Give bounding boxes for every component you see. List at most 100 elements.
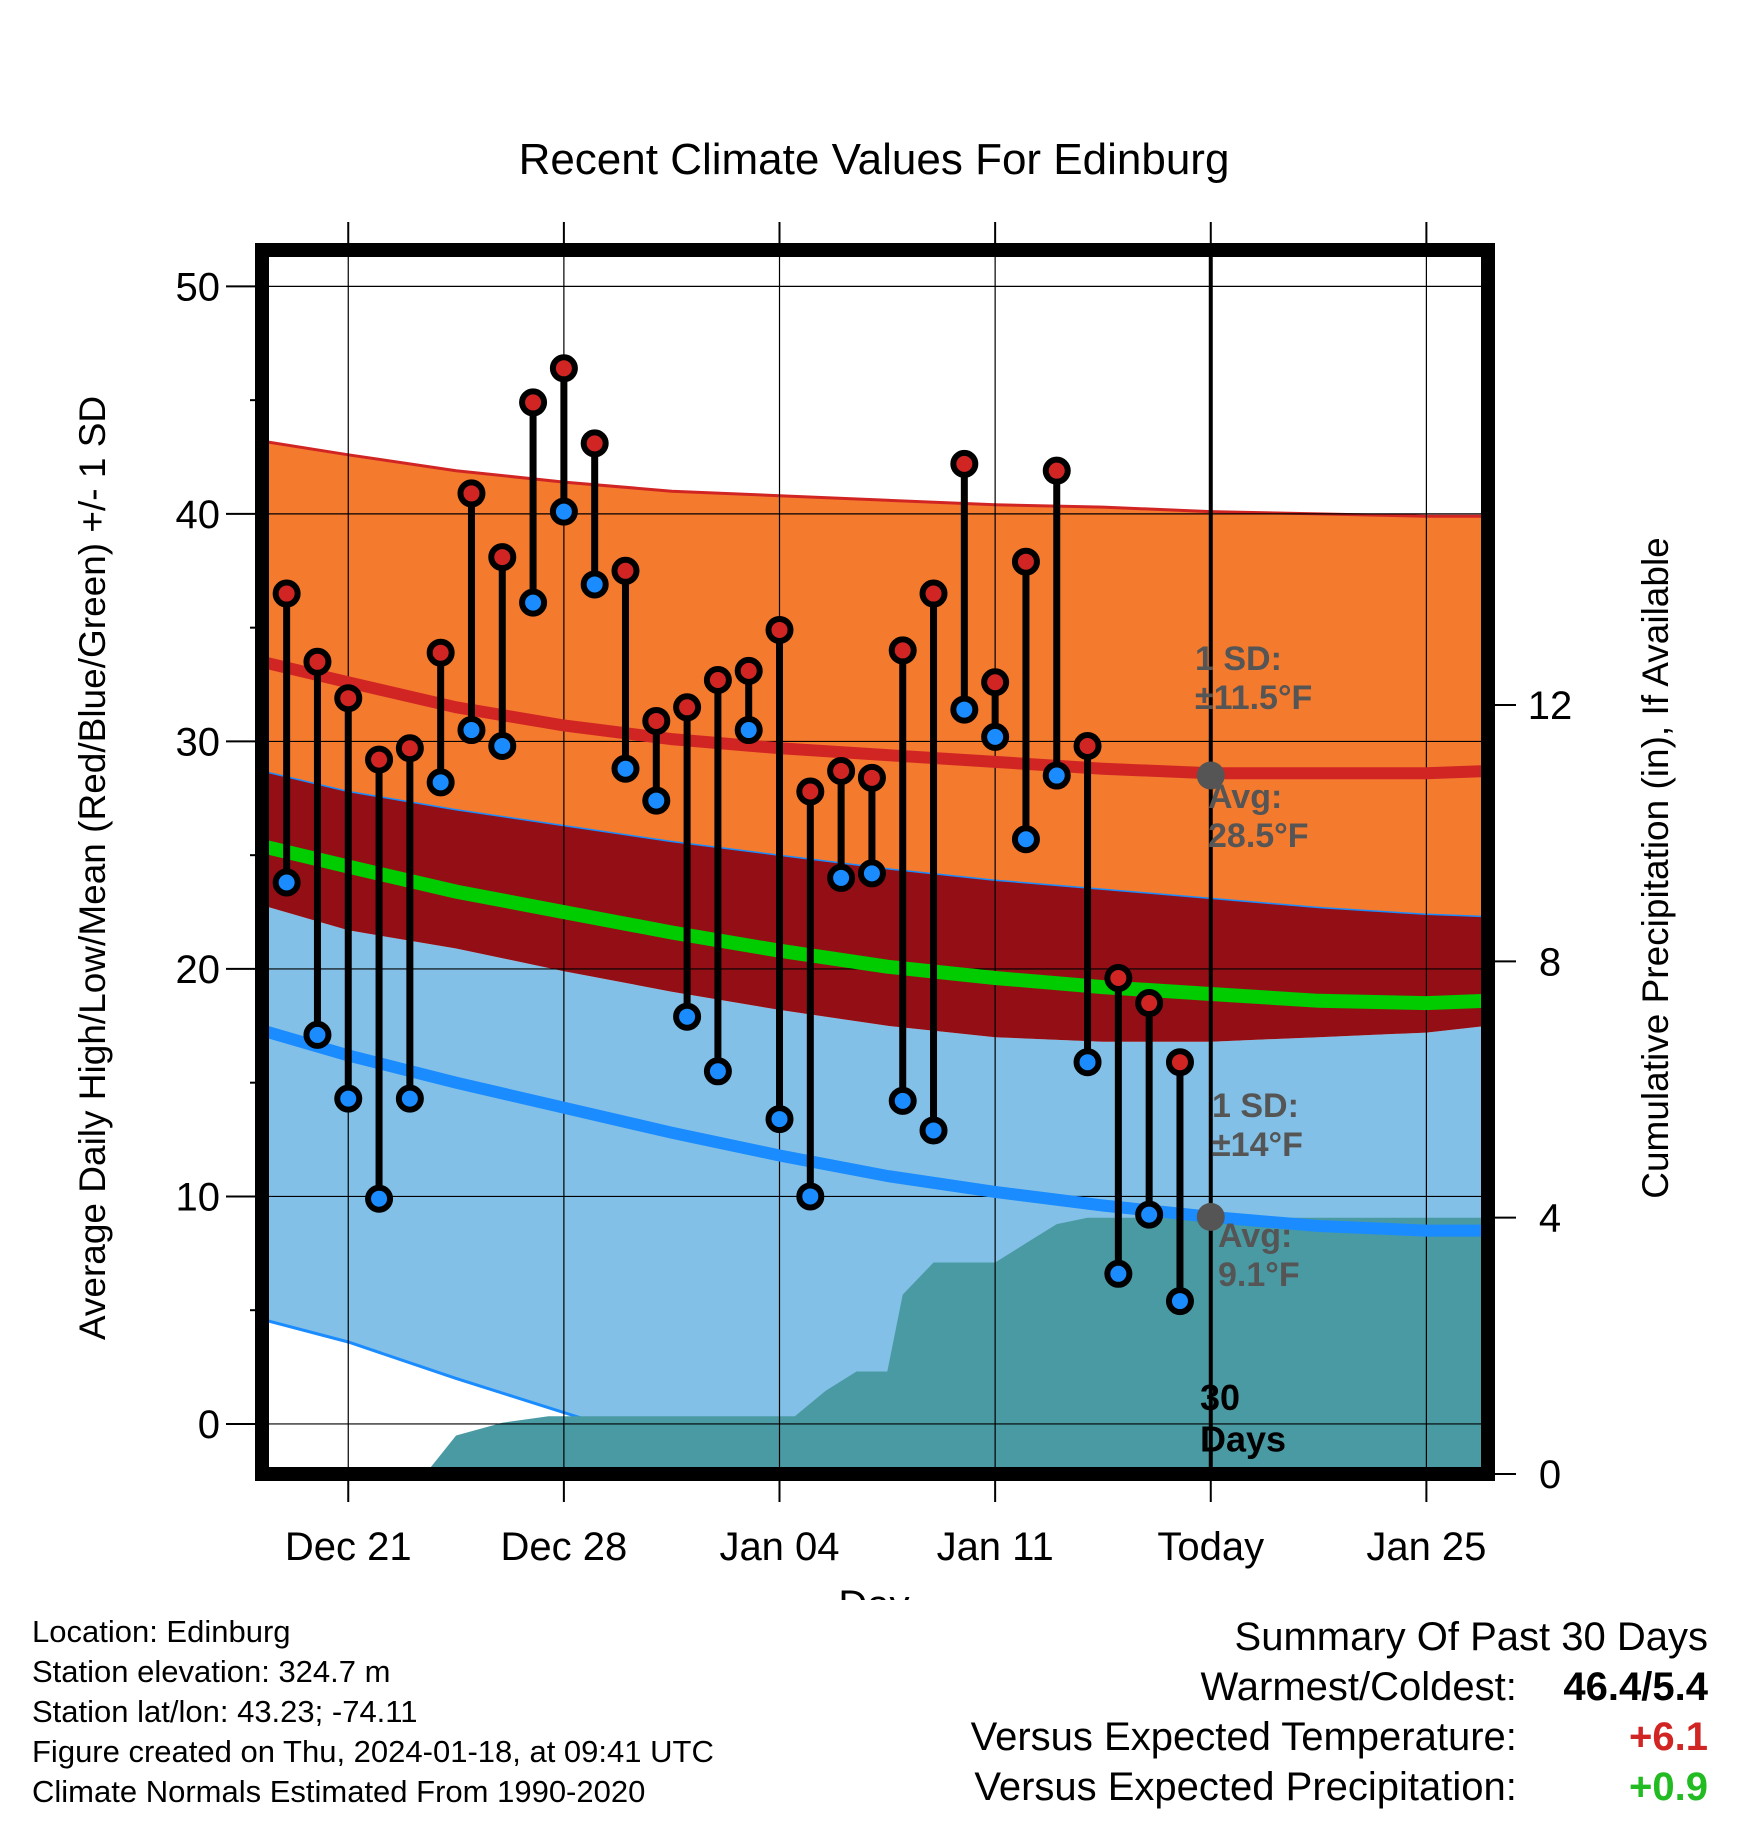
x-tick-label: Jan 25: [1366, 1525, 1486, 1569]
low-marker: [950, 695, 979, 724]
low-marker: [703, 1057, 732, 1086]
high-marker: [488, 543, 517, 572]
high-marker: [365, 745, 394, 774]
x-tick-label: Dec 21: [285, 1525, 412, 1569]
y2-tick-label: 0: [1539, 1453, 1561, 1497]
high-marker: [857, 763, 886, 792]
high-marker: [703, 665, 732, 694]
high-avg-label-line: Avg:: [1208, 778, 1282, 816]
high-marker: [580, 429, 609, 458]
x-axis-label: Day: [838, 1583, 909, 1600]
high-marker: [796, 777, 825, 806]
low-marker: [580, 570, 609, 599]
high-sd-label-line: ±11.5°F: [1195, 679, 1312, 717]
high-sd-label-line: 1 SD:: [1195, 640, 1282, 678]
summary-heading: Summary Of Past 30 Days: [1234, 1615, 1708, 1659]
info-elevation: Station elevation: 324.7 m: [32, 1654, 391, 1689]
climate-chart: Recent Climate Values For Edinburg 1 SD:…: [72, 135, 1676, 1600]
low-marker: [1042, 761, 1071, 790]
low-marker: [272, 868, 301, 897]
y-tick-label: 10: [176, 1175, 221, 1219]
plot-frame: [255, 243, 1495, 1481]
plot-interior: [262, 250, 1488, 1474]
y2-tick-label: 4: [1539, 1197, 1561, 1241]
y-tick-label: 40: [176, 493, 221, 537]
high-marker: [827, 756, 856, 785]
high-marker: [611, 556, 640, 585]
low-marker: [395, 1084, 424, 1113]
low-sd-label-line: 1 SD:: [1212, 1087, 1299, 1125]
precipitation-area: [425, 1217, 1488, 1474]
high-marker: [549, 354, 578, 383]
high-marker: [1011, 547, 1040, 576]
summary-warmest-coldest: Warmest/Coldest: 46.4/5.4: [971, 1662, 1709, 1712]
low-lower-line: [262, 1317, 1488, 1474]
mean-line: [262, 839, 1488, 1011]
high-marker: [888, 636, 917, 665]
y2-tick-label: 12: [1528, 684, 1573, 728]
window-label-line: Days: [1200, 1418, 1286, 1459]
info-location: Location: Edinburg: [32, 1614, 291, 1649]
today-low-avg-dot: [1196, 1202, 1225, 1231]
high-marker: [919, 579, 948, 608]
low-marker: [334, 1084, 363, 1113]
warmest-coldest-value: 46.4/5.4: [1563, 1665, 1708, 1709]
low-marker: [673, 1002, 702, 1031]
x-tick-label: Dec 28: [501, 1525, 628, 1569]
precip-anomaly-value: +0.9: [1629, 1765, 1708, 1809]
info-latlon: Station lat/lon: 43.23; -74.11: [32, 1694, 418, 1729]
station-info: Location: Edinburg Station elevation: 32…: [32, 1612, 714, 1812]
y-axis-label: Average Daily High/Low/Mean (Red/Blue/Gr…: [72, 396, 113, 1340]
low-marker: [919, 1116, 948, 1145]
precip-anomaly-label: Versus Expected Precipitation:: [974, 1765, 1517, 1809]
low-marker: [488, 731, 517, 760]
low-marker: [1135, 1200, 1164, 1229]
low-marker: [1165, 1287, 1194, 1316]
high-sd-band: [262, 441, 1488, 917]
high-marker: [303, 647, 332, 676]
low-marker: [457, 716, 486, 745]
high-marker: [734, 656, 763, 685]
x-tick-label: Jan 04: [719, 1525, 839, 1569]
low-marker: [857, 859, 886, 888]
overlap-band: [262, 771, 1488, 1042]
low-marker: [1011, 825, 1040, 854]
high-marker: [642, 706, 671, 735]
low-marker: [888, 1086, 917, 1115]
high-marker: [1165, 1048, 1194, 1077]
high-marker: [950, 449, 979, 478]
high-marker: [426, 638, 455, 667]
window-label-line: 30: [1200, 1377, 1240, 1418]
warmest-coldest-label: Warmest/Coldest:: [1200, 1665, 1517, 1709]
low-marker: [734, 716, 763, 745]
low-marker: [365, 1184, 394, 1213]
low-marker: [827, 863, 856, 892]
low-sd-label-line: ±14°F: [1212, 1126, 1303, 1164]
high-marker: [1104, 964, 1133, 993]
y-tick-label: 50: [176, 265, 221, 309]
high-avg-label-line: 28.5°F: [1208, 817, 1309, 855]
summary-precipitation: Versus Expected Precipitation: +0.9: [971, 1762, 1708, 1812]
low-avg-label: Avg: 9.1°F: [1218, 1217, 1300, 1294]
x-tick-label: Jan 11: [937, 1525, 1054, 1569]
info-normals: Climate Normals Estimated From 1990-2020: [32, 1774, 646, 1809]
low-sd-label: 1 SD: ±14°F: [1212, 1087, 1303, 1164]
low-marker: [549, 497, 578, 526]
high-marker: [519, 388, 548, 417]
high-marker: [1042, 456, 1071, 485]
high-mean-line: [262, 655, 1488, 780]
y2-tick-label: 8: [1539, 940, 1561, 984]
high-marker: [765, 615, 794, 644]
chart-title: Recent Climate Values For Edinburg: [519, 135, 1230, 184]
low-marker: [426, 768, 455, 797]
low-marker: [611, 754, 640, 783]
high-marker: [981, 668, 1010, 697]
high-marker: [1135, 989, 1164, 1018]
x-tick-label: Today: [1157, 1525, 1264, 1569]
low-marker: [519, 588, 548, 617]
low-marker: [765, 1105, 794, 1134]
low-marker: [303, 1020, 332, 1049]
low-avg-label-line: Avg:: [1218, 1217, 1292, 1255]
high-sd-label: 1 SD: ±11.5°F: [1195, 640, 1312, 717]
